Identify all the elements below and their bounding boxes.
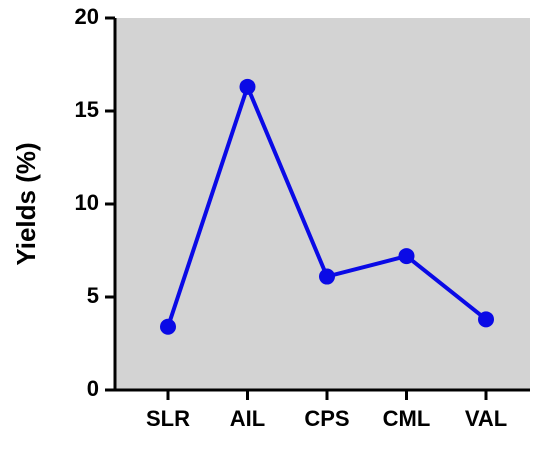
y-tick-label: 20 bbox=[75, 4, 99, 29]
data-point bbox=[398, 248, 415, 265]
x-tick-label: SLR bbox=[146, 406, 190, 431]
x-tick-label: CML bbox=[383, 406, 431, 431]
y-tick-label: 0 bbox=[87, 376, 99, 401]
data-point bbox=[239, 78, 256, 95]
data-point bbox=[160, 318, 176, 335]
plot-area bbox=[115, 18, 530, 390]
data-point bbox=[478, 311, 494, 328]
y-tick-label: 10 bbox=[75, 190, 99, 215]
x-tick-label: AIL bbox=[230, 406, 265, 431]
x-tick-label: VAL bbox=[465, 406, 507, 431]
y-axis-label: Yields (%) bbox=[11, 142, 41, 265]
y-tick-label: 15 bbox=[75, 97, 99, 122]
data-point bbox=[319, 268, 335, 285]
y-tick-label: 5 bbox=[87, 283, 99, 308]
x-tick-label: CPS bbox=[304, 406, 349, 431]
